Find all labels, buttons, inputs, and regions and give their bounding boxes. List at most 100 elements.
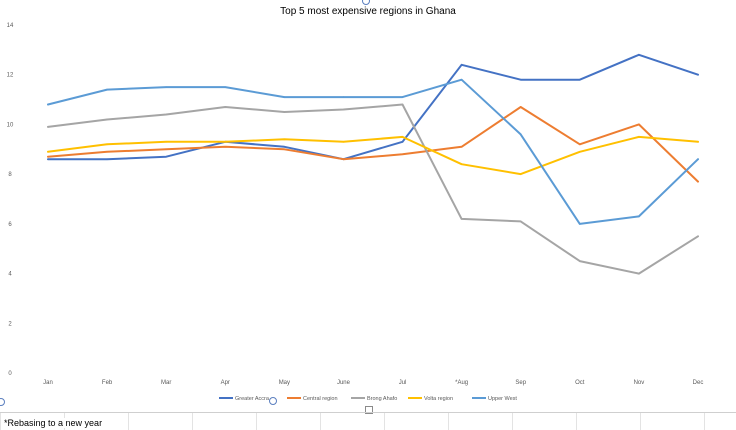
x-tick-label: Nov	[634, 380, 645, 386]
data-point[interactable]	[401, 153, 404, 156]
data-point[interactable]	[165, 141, 167, 143]
y-tick-label: 2	[8, 321, 12, 327]
data-point[interactable]	[697, 180, 699, 183]
x-tick-label: Dec	[693, 380, 704, 386]
series-line-central-region[interactable]	[47, 106, 699, 183]
data-point[interactable]	[519, 78, 522, 81]
spreadsheet-grid	[0, 412, 736, 430]
data-point[interactable]	[638, 136, 640, 138]
data-point[interactable]	[283, 146, 286, 148]
legend-label: Upper West	[488, 396, 517, 402]
chart-area[interactable]: Top 5 most expensive regions in Ghana 0 2…	[0, 0, 736, 412]
data-point[interactable]	[579, 78, 581, 81]
resize-handle-left[interactable]	[0, 398, 5, 406]
series-line-greater-accra[interactable]	[47, 53, 699, 161]
data-point[interactable]	[283, 138, 286, 141]
data-point[interactable]	[283, 111, 286, 113]
data-point[interactable]	[401, 96, 404, 98]
footnote: *Rebasing to a new year	[4, 418, 107, 428]
data-point[interactable]	[638, 54, 640, 56]
x-tick-label: Jan	[43, 380, 53, 386]
y-tick-label: 4	[8, 272, 12, 278]
x-tick-label: Sep	[515, 380, 526, 386]
data-point[interactable]	[106, 143, 108, 146]
data-point[interactable]	[224, 146, 227, 148]
x-tick-label: May	[279, 380, 290, 386]
y-tick-label: 6	[8, 222, 12, 228]
series-line-upper-west[interactable]	[47, 78, 699, 225]
data-point[interactable]	[224, 106, 227, 108]
y-tick-label: 12	[7, 73, 14, 79]
data-point[interactable]	[342, 141, 345, 143]
data-point[interactable]	[579, 150, 581, 153]
data-point[interactable]	[460, 146, 463, 148]
y-tick-label: 0	[8, 371, 12, 377]
data-point[interactable]	[460, 218, 463, 220]
y-tick-label: 14	[7, 23, 14, 29]
x-tick-label: Apr	[221, 380, 230, 386]
resize-handle-top[interactable]	[362, 0, 370, 5]
x-tick-label: June	[337, 380, 351, 386]
legend-label: Greater Accra	[235, 396, 270, 402]
x-tick-label: Feb	[102, 380, 113, 386]
data-point[interactable]	[342, 158, 345, 161]
y-tick-label: 10	[7, 122, 14, 128]
data-point[interactable]	[47, 150, 49, 153]
data-point[interactable]	[638, 215, 640, 218]
data-point[interactable]	[106, 88, 108, 91]
data-point[interactable]	[165, 113, 167, 116]
series-line-volta-region[interactable]	[47, 135, 699, 176]
data-point[interactable]	[106, 158, 108, 161]
series-line-brong-ahafo[interactable]	[47, 103, 699, 275]
legend-label: Brong Ahafo	[367, 396, 397, 402]
data-point[interactable]	[165, 148, 167, 151]
data-point[interactable]	[638, 123, 640, 126]
data-point[interactable]	[283, 148, 286, 151]
data-point[interactable]	[519, 133, 522, 136]
data-point[interactable]	[460, 163, 463, 165]
legend[interactable]: Greater Accra Central region Brong Ahafo Vo…	[219, 396, 517, 402]
data-point[interactable]	[342, 96, 345, 98]
data-point[interactable]	[224, 86, 227, 88]
chart-title: Top 5 most expensive regions in Ghana	[280, 6, 456, 17]
data-point[interactable]	[47, 126, 49, 128]
line-chart: Top 5 most expensive regions in Ghana 0 2…	[7, 6, 704, 402]
data-point[interactable]	[47, 103, 49, 106]
x-tick-label: Mar	[161, 380, 171, 386]
data-point[interactable]	[519, 106, 522, 108]
data-point[interactable]	[460, 63, 463, 66]
data-point[interactable]	[342, 108, 345, 111]
data-point[interactable]	[579, 223, 581, 225]
y-tick-label: 8	[8, 172, 12, 178]
data-point[interactable]	[165, 155, 167, 158]
data-point[interactable]	[579, 260, 581, 262]
x-tick-label: *Aug	[455, 380, 468, 386]
data-point[interactable]	[579, 143, 581, 146]
data-point[interactable]	[283, 96, 286, 98]
x-axis: Jan Feb Mar Apr May June Jul *Aug Sep Oct Nov Dec	[43, 380, 703, 386]
x-tick-label: Jul	[399, 380, 407, 386]
x-tick-label: Oct	[575, 380, 585, 386]
y-axis: 0 2 4 6 8 10 12 14	[7, 23, 14, 377]
data-point[interactable]	[224, 141, 227, 143]
data-point[interactable]	[697, 141, 699, 143]
plot-series	[47, 53, 699, 275]
data-point[interactable]	[47, 155, 49, 158]
data-point[interactable]	[519, 173, 522, 175]
legend-label: Central region	[303, 396, 338, 402]
data-point[interactable]	[460, 78, 463, 81]
data-point[interactable]	[638, 272, 640, 275]
data-point[interactable]	[106, 118, 108, 121]
data-point[interactable]	[697, 73, 699, 76]
data-point[interactable]	[519, 220, 522, 223]
data-point[interactable]	[106, 150, 108, 153]
data-point[interactable]	[697, 235, 699, 238]
legend-label: Volta region	[424, 396, 453, 402]
data-point[interactable]	[401, 103, 404, 106]
data-point[interactable]	[401, 141, 404, 143]
data-point[interactable]	[401, 136, 404, 138]
resize-handle-bottom[interactable]	[269, 397, 277, 405]
data-point[interactable]	[47, 158, 49, 161]
data-point[interactable]	[165, 86, 167, 88]
data-point[interactable]	[697, 158, 699, 161]
